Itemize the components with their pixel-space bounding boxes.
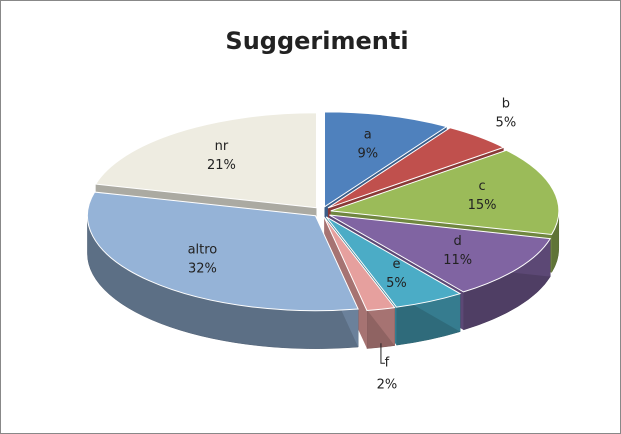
leader-line xyxy=(380,343,385,364)
slice xyxy=(325,216,462,308)
slice-label-name: a xyxy=(364,127,372,142)
slice-label-name: b xyxy=(502,96,510,111)
slice xyxy=(86,191,359,312)
slice xyxy=(324,111,448,208)
slice xyxy=(323,216,396,312)
slice-label-value: 21% xyxy=(207,158,236,173)
slice xyxy=(327,127,505,209)
slice-label-name: f xyxy=(385,356,390,371)
slice-label-value: 5% xyxy=(496,115,517,130)
chart-title: Suggerimenti xyxy=(225,27,408,55)
tops xyxy=(86,111,560,312)
slice-label-name: e xyxy=(392,257,400,272)
slice-label-value: 11% xyxy=(443,253,472,268)
slice-label-value: 2% xyxy=(377,378,398,393)
slice xyxy=(329,214,552,293)
slice-label-name: nr xyxy=(215,139,229,154)
slice-label-name: altro xyxy=(188,242,218,257)
slice xyxy=(94,112,317,209)
slice-label-value: 32% xyxy=(188,261,217,276)
slice-label-value: 15% xyxy=(468,198,497,213)
slice-label-value: 9% xyxy=(357,146,378,161)
slice-label-name: d xyxy=(454,234,462,249)
slice xyxy=(330,149,560,235)
slice-label-value: 5% xyxy=(386,276,407,291)
labels: a 9% b 5% c 15% d 11% e 5% f 2% altro 32% nr 21% xyxy=(188,96,517,392)
slice-label-name: c xyxy=(479,179,486,194)
